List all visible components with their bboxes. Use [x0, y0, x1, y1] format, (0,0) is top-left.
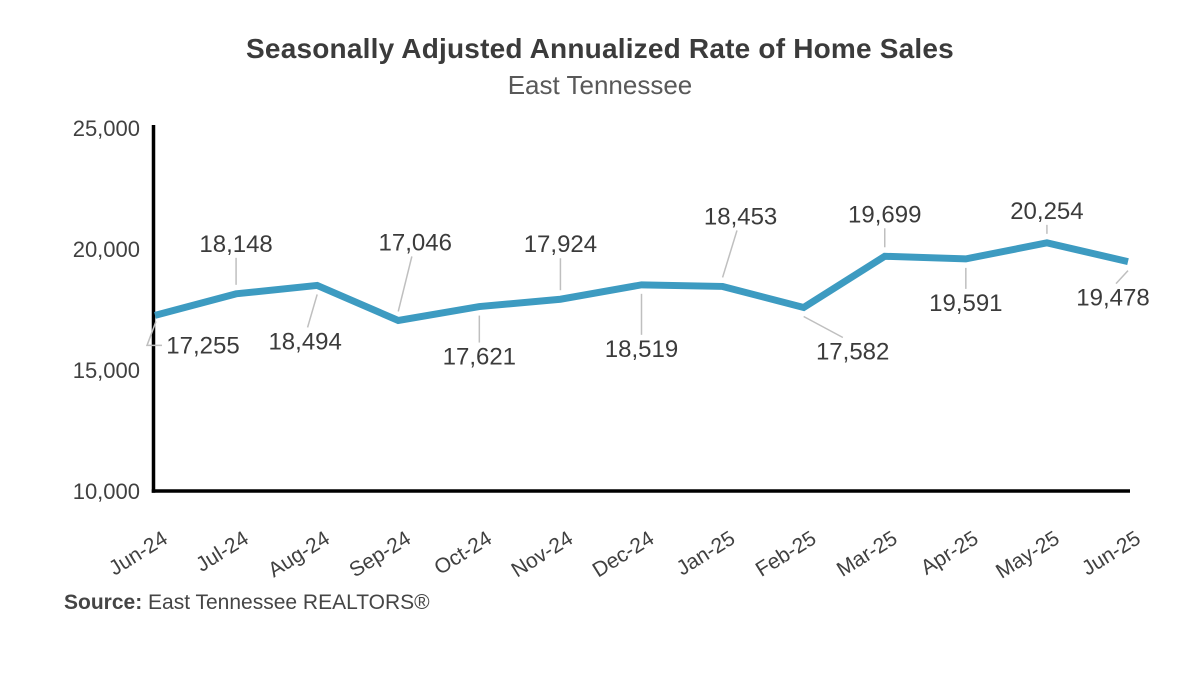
data-label: 18,494 — [268, 328, 341, 355]
line-chart-plot-area: 10,000 15,000 20,000 25,000 Jun-24 Jul-24 Aug-… — [73, 116, 1150, 584]
leader-line — [1115, 270, 1129, 285]
leader-line — [803, 315, 844, 339]
y-tick-label: 20,000 — [73, 237, 140, 262]
x-tick-label: May-25 — [992, 527, 1064, 584]
data-label: 17,621 — [443, 344, 516, 371]
chart-title: Seasonally Adjusted Annualized Rate of H… — [246, 33, 954, 64]
leader-line — [721, 230, 738, 278]
x-tick-label: Dec-24 — [589, 527, 659, 583]
x-tick-label: Apr-25 — [917, 527, 983, 580]
data-label: 17,255 — [166, 332, 239, 359]
x-tick-label: Nov-24 — [507, 527, 577, 583]
leader-line — [397, 256, 413, 312]
data-label: 17,046 — [379, 229, 452, 256]
leader-line — [145, 321, 162, 347]
data-label: 18,148 — [199, 231, 272, 258]
y-tick-label: 15,000 — [73, 358, 140, 383]
x-tick-label: Jan-25 — [673, 527, 740, 581]
x-tick-label: Mar-25 — [833, 527, 902, 582]
x-tick-label: Jun-24 — [105, 527, 172, 581]
x-tick-label: Aug-24 — [264, 527, 334, 583]
x-tick-label: Oct-24 — [430, 527, 496, 580]
data-label: 18,519 — [605, 336, 678, 363]
data-label: 19,591 — [929, 290, 1002, 317]
x-tick-label: Jun-25 — [1078, 527, 1145, 581]
x-tick-label: Sep-24 — [345, 527, 415, 583]
x-tick-label: Jul-24 — [192, 527, 253, 577]
data-label: 17,924 — [524, 231, 597, 258]
source-text: East Tennessee REALTORS® — [142, 591, 430, 614]
source-label: Source: — [64, 591, 143, 614]
leader-line — [306, 294, 318, 328]
y-tick-label: 10,000 — [73, 479, 140, 504]
data-label: 19,478 — [1076, 285, 1149, 312]
y-tick-label: 25,000 — [73, 116, 140, 141]
sales-line-series — [154, 239, 1129, 325]
data-label: 20,254 — [1010, 198, 1083, 225]
data-label: 19,699 — [848, 201, 921, 228]
data-label: 17,582 — [816, 339, 889, 366]
source-note: Source: East Tennessee REALTORS® — [64, 591, 430, 615]
data-label: 18,453 — [704, 203, 777, 230]
x-tick-label: Feb-25 — [752, 527, 821, 582]
chart-subtitle: East Tennessee — [507, 70, 693, 100]
